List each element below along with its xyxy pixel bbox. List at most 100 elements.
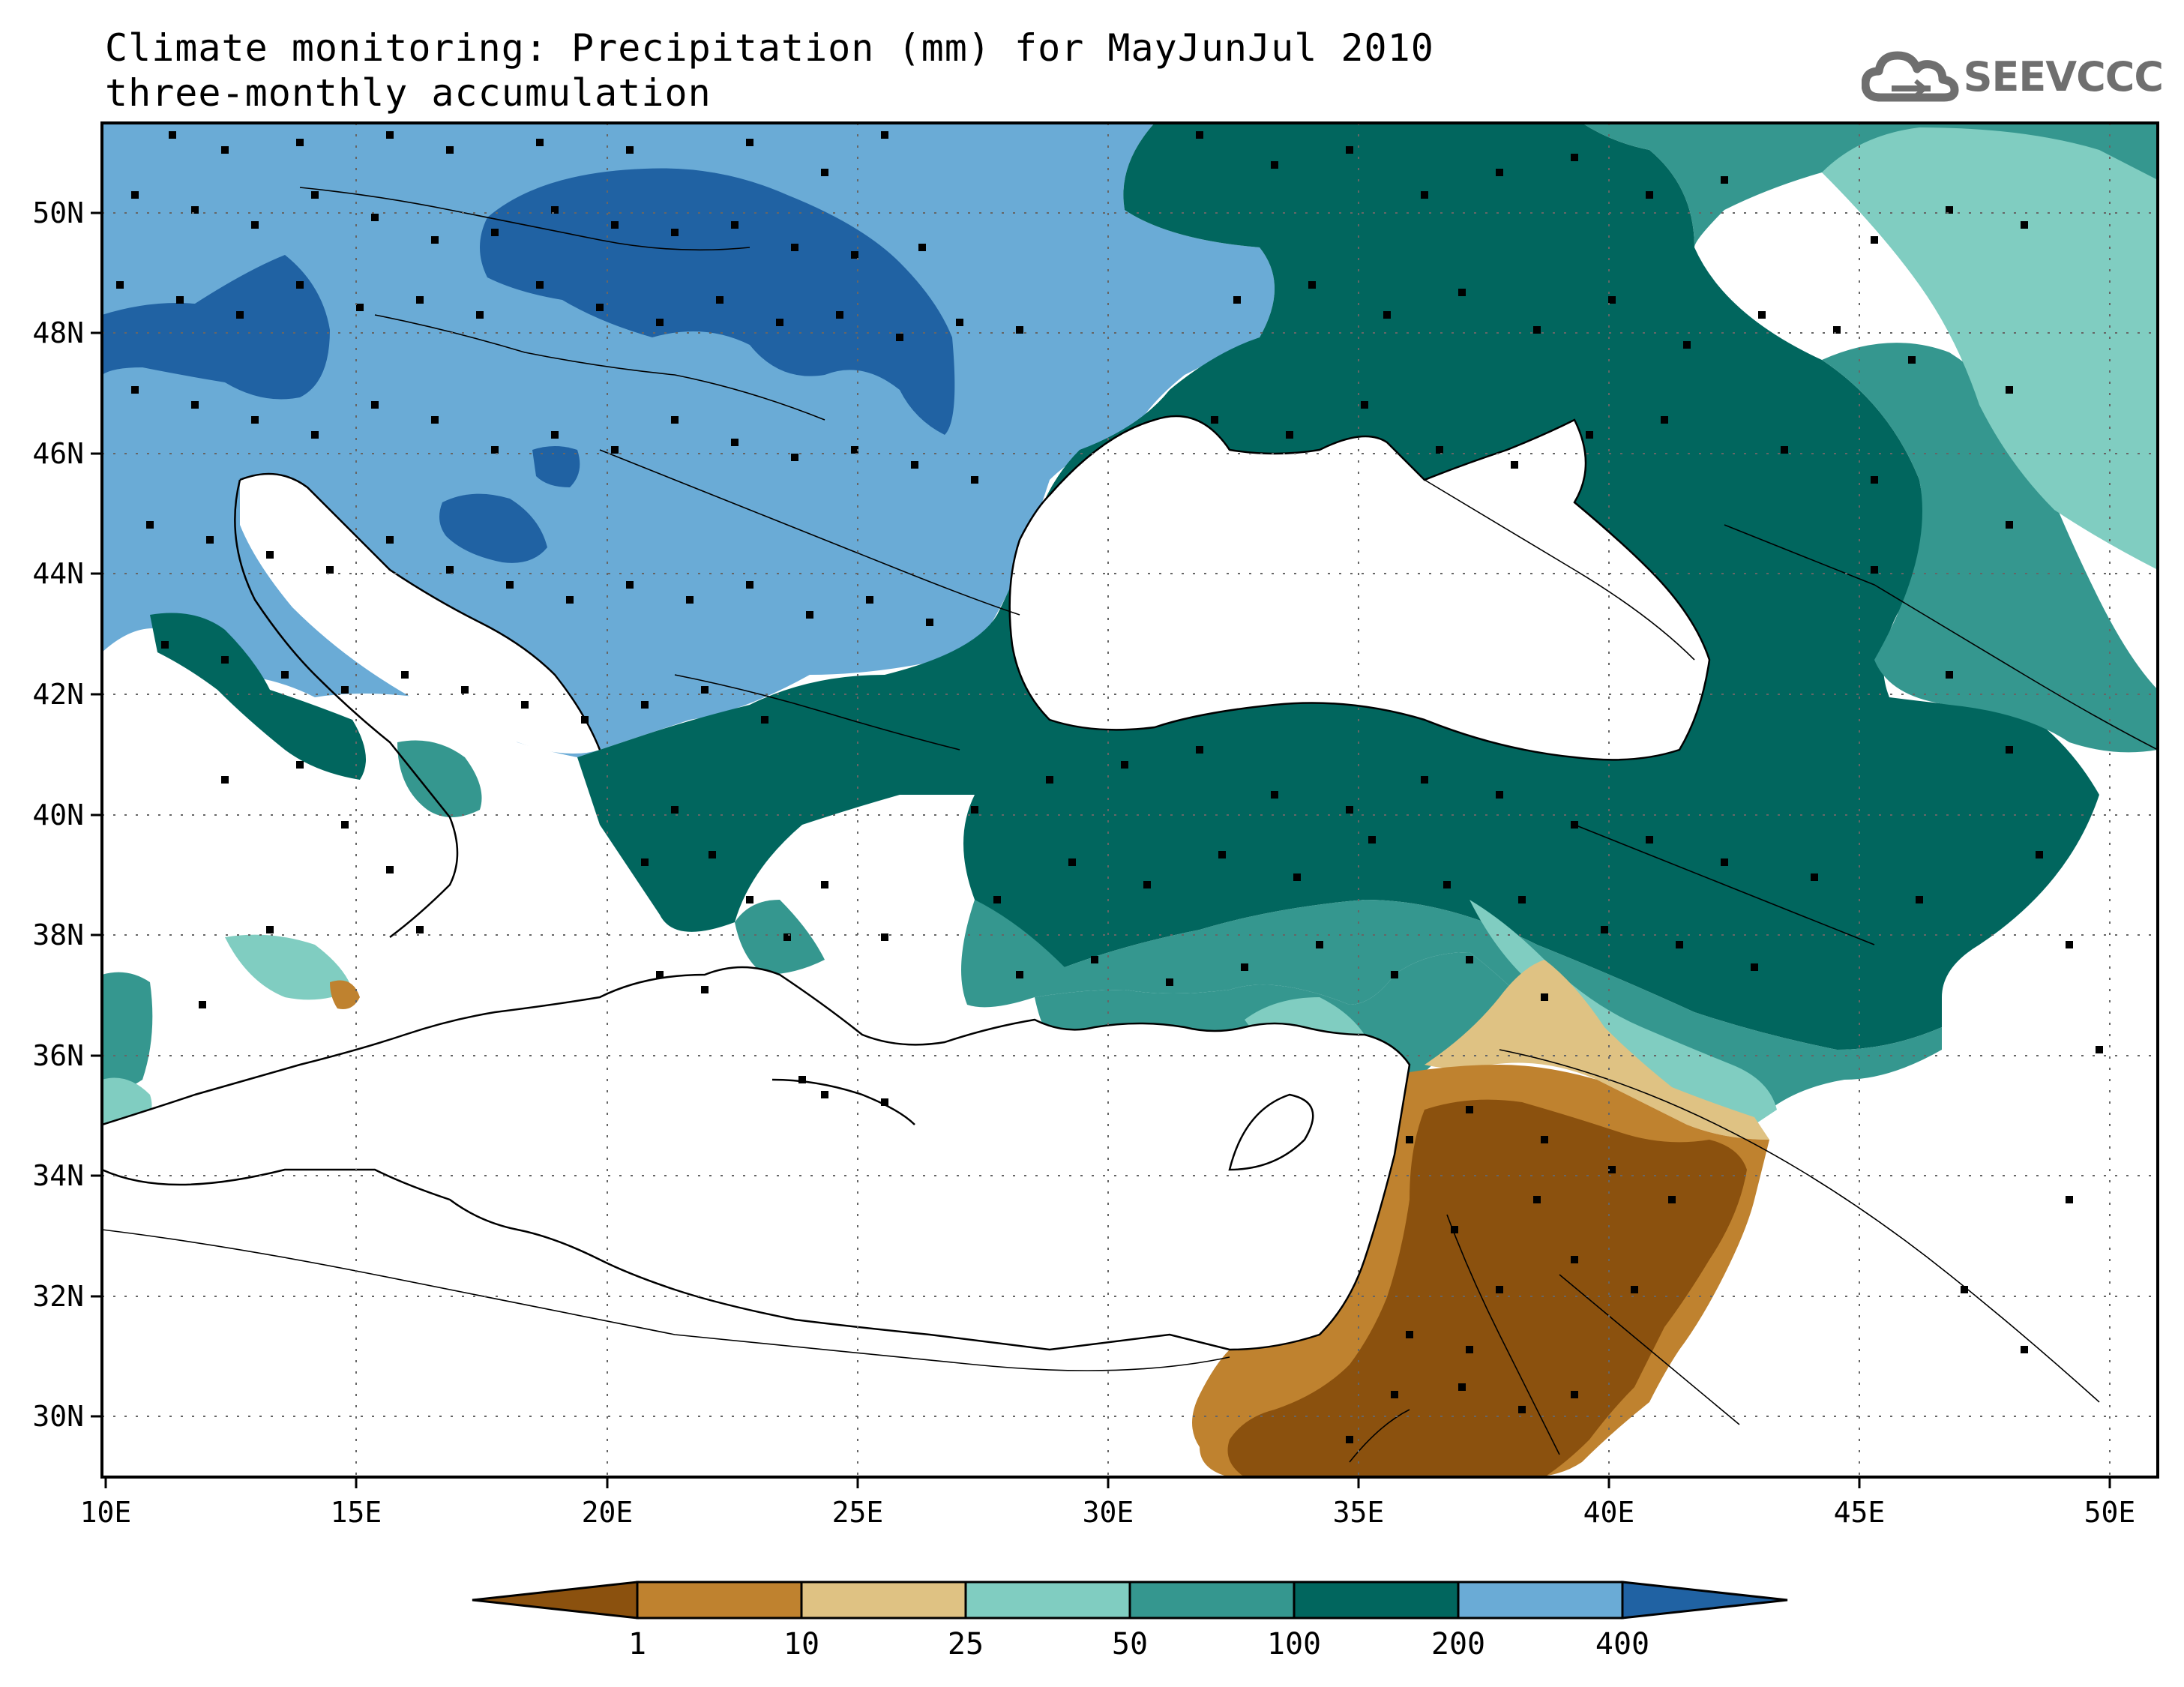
station-marker [926,619,933,626]
station-marker [1143,881,1151,888]
station-marker [536,281,544,289]
station-marker [851,446,858,454]
station-marker [1751,963,1758,971]
station-marker [671,806,679,814]
station-marker [1683,341,1691,349]
station-marker [1646,191,1653,199]
station-marker [1233,296,1241,304]
lat-tick-label: 40N [32,799,84,832]
precip-region-25-50 [1822,127,2158,570]
station-marker [821,169,828,176]
station-marker [341,821,349,829]
station-marker [1166,978,1173,986]
station-marker [1271,791,1278,799]
colorbar-label: 400 [1595,1627,1649,1662]
station-marker [1721,858,1728,866]
precip-region-over-400 [102,255,330,400]
station-marker [1571,1391,1578,1398]
station-marker [1241,963,1248,971]
colorbar-label: 10 [783,1627,819,1662]
lon-tick-label: 35E [1333,1496,1385,1529]
station-marker [1391,971,1398,978]
precip-region-50-100 [1822,343,2158,753]
chart-subtitle: three-monthly accumulation [105,71,712,115]
country-borders [102,187,2158,1463]
station-marker [1571,154,1578,161]
station-marker [1833,326,1841,334]
axis-ticks [91,211,2111,1488]
colorbar-segment-over-400 [1621,1581,1788,1620]
station-marker [1668,1196,1676,1203]
station-marker [2036,851,2043,858]
station-marker [446,566,454,574]
lon-tick-label: 10E [80,1496,132,1529]
precip-region-10-25 [1425,960,1769,1140]
station-marker [1908,356,1916,364]
colorbar-label: 100 [1267,1627,1321,1662]
colorbar-label: 200 [1431,1627,1485,1662]
station-marker [701,986,709,993]
station-marker [1391,1391,1398,1398]
station-marker [1196,131,1203,139]
colorbar: 1 10 25 50 100 200 400 [472,1581,1788,1662]
station-marker [1361,401,1368,409]
station-marker [566,596,574,604]
station-marker [1541,993,1548,1001]
station-marker [626,581,634,589]
station-marker [536,139,544,146]
station-marker [1443,881,1451,888]
station-marker [821,1091,828,1098]
station-marker [1533,326,1541,334]
station-markers [116,131,2103,1443]
lat-tick-label: 42N [32,678,84,711]
station-marker [1518,1406,1526,1413]
station-marker [746,581,753,589]
cloud-icon [1861,51,1959,102]
station-marker [1496,169,1503,176]
station-marker [1091,956,1098,963]
station-marker [251,221,259,229]
mediterranean-sea [102,967,1410,1350]
station-marker [1451,1226,1458,1233]
station-marker [371,214,379,221]
station-marker [671,416,679,424]
station-marker [1946,206,1953,214]
station-marker [671,229,679,236]
station-marker [1871,476,1878,484]
precip-region-25-50 [1469,900,1777,1125]
station-marker [266,551,274,559]
station-marker [1758,311,1766,319]
lon-tick-label: 30E [1083,1496,1134,1529]
precip-region-over-400 [439,493,547,563]
station-marker [1496,791,1503,799]
station-marker [1871,566,1878,574]
lon-tick-label: 15E [331,1496,382,1529]
station-marker [341,686,349,694]
station-marker [1271,161,1278,169]
station-marker [1383,311,1391,319]
precip-region-50-100 [102,972,153,1095]
precip-region-100-200 [150,613,366,780]
logo-text: SEEVCCC [1963,52,2164,100]
station-marker [521,701,529,709]
station-marker [1541,1136,1548,1143]
station-marker [731,221,738,229]
precip-region-25-50 [225,934,352,1000]
station-marker [1346,1436,1353,1443]
lat-tick-label: 34N [32,1159,84,1192]
station-marker [461,686,469,694]
lon-tick-labels: 10E 15E 20E 25E 30E 35E 40E 45E 50E [80,1496,2136,1529]
black-sea [1009,416,1709,760]
lat-tick-labels: 30N 32N 34N 36N 38N 40N 42N 44N 46N 48N … [32,196,84,1433]
station-marker [656,319,664,326]
station-marker [2021,221,2028,229]
station-marker [836,311,843,319]
seevccc-logo: SEEVCCC [1861,46,2164,106]
station-marker [993,896,1001,903]
lat-tick-label: 48N [32,316,84,349]
station-marker [1346,146,1353,154]
station-marker [281,671,289,679]
station-marker [956,319,963,326]
station-marker [641,701,649,709]
station-marker [476,311,484,319]
